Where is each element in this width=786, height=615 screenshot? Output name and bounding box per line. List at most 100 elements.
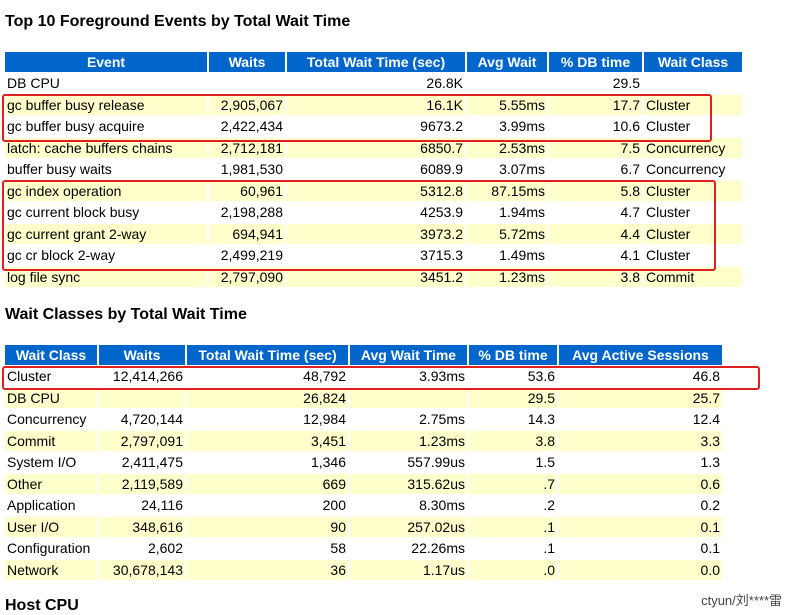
- table-row: Commit 2,797,091 3,451 1.23ms 3.8 3.3: [5, 430, 722, 451]
- table-cell: 12.4: [559, 409, 722, 430]
- table-cell: gc current block busy: [5, 202, 207, 223]
- table-cell: 4.4: [549, 223, 642, 244]
- table-cell: 6.7: [549, 159, 642, 180]
- table-row: Configuration 2,602 58 22.26ms .1 0.1: [5, 538, 722, 559]
- col-header-pct-db-time: % DB time: [549, 52, 642, 72]
- table-row: buffer busy waits 1,981,530 6089.9 3.07ms 6.…: [5, 159, 742, 180]
- table-cell: 1.5: [469, 452, 557, 473]
- table-cell: 53.6: [469, 366, 557, 387]
- table-cell: latch: cache buffers chains: [5, 137, 207, 158]
- table-row: gc buffer busy release 2,905,067 16.1K 5.55…: [5, 94, 742, 115]
- table-row: gc current grant 2-way 694,941 3973.2 5.72m…: [5, 223, 742, 244]
- table-cell: 669: [187, 473, 348, 494]
- table-cell: 2,411,475: [99, 452, 185, 473]
- table-cell: 3,451: [187, 430, 348, 451]
- table-cell: .1: [469, 516, 557, 537]
- col-header-avg-wait: Avg Wait: [467, 52, 547, 72]
- table-cell: 2,797,091: [99, 430, 185, 451]
- table-cell: 25.7: [559, 387, 722, 408]
- table-cell: .2: [469, 495, 557, 516]
- table-cell: Network: [5, 559, 97, 580]
- table-cell: System I/O: [5, 452, 97, 473]
- table-cell: 30,678,143: [99, 559, 185, 580]
- table-cell: 3.07ms: [467, 159, 547, 180]
- table-cell: 2.53ms: [467, 137, 547, 158]
- table-cell: 3715.3: [287, 245, 465, 266]
- table-cell: 557.99us: [350, 452, 467, 473]
- table-cell: 5.8: [549, 180, 642, 201]
- col-header-waits: Waits: [99, 345, 185, 365]
- table-cell: 3451.2: [287, 266, 465, 287]
- col-header-event: Event: [5, 52, 207, 72]
- table-row: Application 24,116 200 8.30ms .2 0.2: [5, 495, 722, 516]
- table-cell: 694,941: [209, 223, 285, 244]
- table-cell: 4.7: [549, 202, 642, 223]
- watermark: ctyun/刘****雷: [701, 593, 782, 608]
- table-cell: 16.1K: [287, 94, 465, 115]
- table-cell: gc cr block 2-way: [5, 245, 207, 266]
- table-cell: 1.3: [559, 452, 722, 473]
- table-cell: 2,712,181: [209, 137, 285, 158]
- table-cell: Commit: [5, 430, 97, 451]
- table-cell: 2,198,288: [209, 202, 285, 223]
- col-header-wait-class: Wait Class: [644, 52, 742, 72]
- table-cell: 58: [187, 538, 348, 559]
- table-cell: User I/O: [5, 516, 97, 537]
- table-cell: 12,984: [187, 409, 348, 430]
- table-cell: 90: [187, 516, 348, 537]
- table-cell: [350, 387, 467, 408]
- table-header-row: Event Waits Total Wait Time (sec) Avg Wa…: [5, 52, 742, 72]
- table-row: Other 2,119,589 669 315.62us .7 0.6: [5, 473, 722, 494]
- table-cell: 5.55ms: [467, 94, 547, 115]
- table-row: gc current block busy 2,198,288 4253.9 1.94…: [5, 202, 742, 223]
- table-cell: 1.94ms: [467, 202, 547, 223]
- table-cell: 257.02us: [350, 516, 467, 537]
- wait-classes-table: Wait Class Waits Total Wait Time (sec) A…: [3, 344, 724, 581]
- table-cell: 0.2: [559, 495, 722, 516]
- table-cell: 2,797,090: [209, 266, 285, 287]
- table-cell: Cluster: [644, 223, 742, 244]
- table-cell: 3.8: [549, 266, 642, 287]
- table-cell: Cluster: [5, 366, 97, 387]
- table-cell: 315.62us: [350, 473, 467, 494]
- table-cell: 2,905,067: [209, 94, 285, 115]
- table-cell: 2,119,589: [99, 473, 185, 494]
- table-cell: 6850.7: [287, 137, 465, 158]
- table-cell: 2,422,434: [209, 116, 285, 137]
- col-header-avg-wait-time: Avg Wait Time: [350, 345, 467, 365]
- table-cell: 200: [187, 495, 348, 516]
- table-cell: 8.30ms: [350, 495, 467, 516]
- table-cell: 5312.8: [287, 180, 465, 201]
- table-cell: Cluster: [644, 116, 742, 137]
- top-events-table: Event Waits Total Wait Time (sec) Avg Wa…: [3, 51, 744, 288]
- table-row: Cluster 12,414,266 48,792 3.93ms 53.6 46.8: [5, 366, 722, 387]
- table-cell: gc index operation: [5, 180, 207, 201]
- table-cell: 29.5: [469, 387, 557, 408]
- table-cell: 3.93ms: [350, 366, 467, 387]
- table-cell: 36: [187, 559, 348, 580]
- table-cell: 26,824: [187, 387, 348, 408]
- table-row: gc index operation 60,961 5312.8 87.15ms 5.8…: [5, 180, 742, 201]
- table-cell: 0.1: [559, 538, 722, 559]
- table-cell: 3973.2: [287, 223, 465, 244]
- table-cell: gc current grant 2-way: [5, 223, 207, 244]
- table-cell: 6089.9: [287, 159, 465, 180]
- table-cell: .7: [469, 473, 557, 494]
- table-cell: 348,616: [99, 516, 185, 537]
- host-cpu-title: Host CPU: [5, 597, 79, 614]
- table-cell: 17.7: [549, 94, 642, 115]
- table-row: gc buffer busy acquire 2,422,434 9673.2 3.9…: [5, 116, 742, 137]
- table-row: DB CPU 26,824 29.5 25.7: [5, 387, 722, 408]
- table-cell: Concurrency: [644, 137, 742, 158]
- table-row: Concurrency 4,720,144 12,984 2.75ms 14.3 12.4: [5, 409, 722, 430]
- wait-classes-title: Wait Classes by Total Wait Time: [5, 306, 247, 323]
- table-row: log file sync 2,797,090 3451.2 1.23ms 3.8 Com…: [5, 266, 742, 287]
- col-header-total-wait-time: Total Wait Time (sec): [187, 345, 348, 365]
- table-row: User I/O 348,616 90 257.02us .1 0.1: [5, 516, 722, 537]
- table-cell: Concurrency: [644, 159, 742, 180]
- table-cell: 1,346: [187, 452, 348, 473]
- table-cell: DB CPU: [5, 73, 207, 94]
- col-header-total-wait-time: Total Wait Time (sec): [287, 52, 465, 72]
- table-cell: gc buffer busy acquire: [5, 116, 207, 137]
- table-cell: 3.8: [469, 430, 557, 451]
